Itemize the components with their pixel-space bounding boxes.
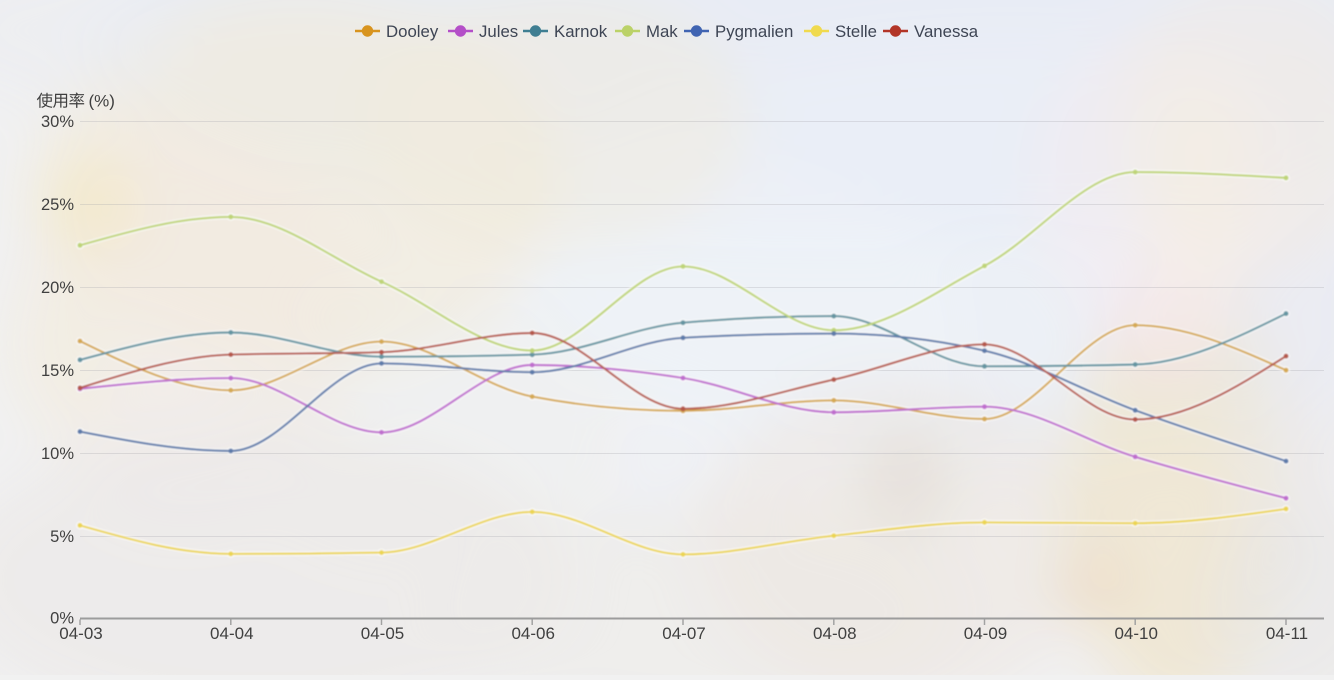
svg-text:15%: 15% [41,362,74,380]
svg-text:04-05: 04-05 [361,624,404,643]
svg-text:Mak: Mak [646,22,678,41]
svg-text:04-10: 04-10 [1114,624,1157,643]
svg-text:30%: 30% [41,113,74,131]
svg-text:Dooley: Dooley [386,22,439,41]
svg-text:10%: 10% [41,445,74,463]
svg-text:04-11: 04-11 [1266,624,1308,643]
svg-text:04-08: 04-08 [813,624,856,643]
svg-text:Karnok: Karnok [554,22,608,41]
svg-text:04-09: 04-09 [964,624,1007,643]
svg-text:04-04: 04-04 [210,624,253,643]
svg-text:04-03: 04-03 [59,624,102,643]
svg-text:(%): (%) [89,92,115,111]
svg-text:04-06: 04-06 [511,624,554,643]
svg-text:25%: 25% [41,196,74,214]
svg-text:Pygmalien: Pygmalien [715,22,793,41]
svg-text:Stelle: Stelle [835,22,877,41]
svg-text:5%: 5% [50,528,74,546]
svg-text:04-07: 04-07 [662,624,705,643]
svg-text:20%: 20% [41,279,74,297]
svg-text:Vanessa: Vanessa [914,22,979,41]
svg-text:0%: 0% [50,610,74,628]
svg-text:Jules: Jules [479,22,518,41]
